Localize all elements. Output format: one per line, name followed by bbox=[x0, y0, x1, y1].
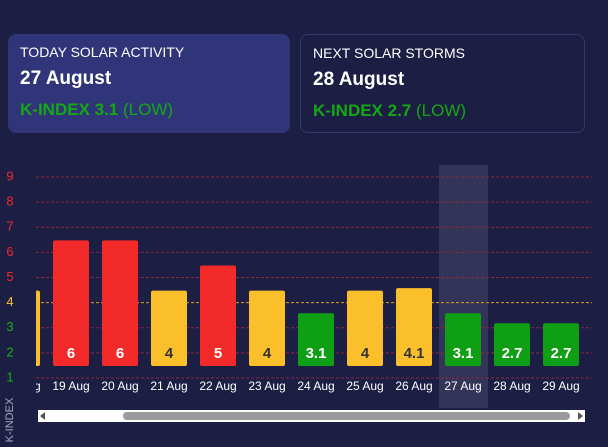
bar bbox=[200, 265, 236, 366]
card-date: 28 August bbox=[313, 69, 405, 90]
bar-value-label: 4 bbox=[18, 345, 27, 362]
x-tick-label: 29 Aug bbox=[542, 379, 579, 393]
card-date: 27 August bbox=[20, 68, 112, 89]
y-tick-label: 5 bbox=[6, 269, 13, 284]
scroll-right[interactable] bbox=[578, 412, 583, 420]
bar-value-label: 2.7 bbox=[502, 345, 523, 362]
y-tick-label: 8 bbox=[6, 194, 13, 209]
bar bbox=[396, 288, 432, 366]
card-label: TODAY SOLAR ACTIVITY bbox=[20, 44, 185, 60]
y-tick-label: 2 bbox=[6, 344, 13, 359]
x-tick-label: 22 Aug bbox=[199, 379, 236, 393]
x-tick-label: 19 Aug bbox=[52, 379, 89, 393]
bar-value-label: 4.1 bbox=[404, 345, 425, 362]
index-value: K-INDEX 2.7 bbox=[313, 101, 412, 120]
x-tick-label: 21 Aug bbox=[150, 379, 187, 393]
bar-value-label: 3.1 bbox=[306, 345, 327, 362]
y-tick-label: 6 bbox=[6, 244, 13, 259]
highlight-column bbox=[439, 165, 488, 408]
bar-value-label: 4 bbox=[263, 345, 272, 362]
scrollbar-thumb[interactable] bbox=[123, 412, 570, 420]
y-tick-label: 4 bbox=[6, 294, 13, 309]
x-tick-label: 20 Aug bbox=[101, 379, 138, 393]
next-card: NEXT SOLAR STORMS 28 August K-INDEX 2.7 … bbox=[300, 34, 585, 133]
bar-value-label: 6 bbox=[116, 345, 124, 362]
index-level: (LOW) bbox=[415, 101, 467, 120]
x-tick-label: 28 Aug bbox=[493, 379, 530, 393]
bar bbox=[494, 323, 530, 366]
bar bbox=[36, 290, 40, 366]
y-tick-label: 9 bbox=[6, 168, 13, 183]
x-tick-label: 23 Aug bbox=[248, 379, 285, 393]
x-tick-label: 24 Aug bbox=[297, 379, 334, 393]
x-tick-label: 26 Aug bbox=[395, 379, 432, 393]
y-axis-title: K-INDEX bbox=[4, 397, 16, 442]
y-tick-label: 7 bbox=[6, 219, 13, 234]
bar-value-label: 6 bbox=[67, 345, 75, 362]
bar-value-label: 4 bbox=[165, 345, 174, 362]
today-card: TODAY SOLAR ACTIVITY 27 August K-INDEX 3… bbox=[8, 34, 290, 133]
scroll-left[interactable] bbox=[40, 412, 45, 420]
bar bbox=[249, 290, 285, 366]
bar-value-label: 4 bbox=[361, 345, 370, 362]
card-index: K-INDEX 3.1 (LOW) bbox=[20, 100, 278, 120]
index-level: (LOW) bbox=[122, 100, 174, 119]
index-value: K-INDEX 3.1 bbox=[20, 100, 119, 119]
x-tick-label: 18 Aug bbox=[3, 379, 40, 393]
bar bbox=[543, 323, 579, 366]
bar bbox=[151, 290, 187, 366]
bar-value-label: 5 bbox=[214, 345, 222, 362]
card-index: K-INDEX 2.7 (LOW) bbox=[313, 101, 572, 121]
y-tick-label: 3 bbox=[6, 319, 13, 334]
plot-area: 4 18 Aug 6 19 Aug 6 20 Aug 4 21 Aug 5 22 Aug 4 23 A… bbox=[3, 165, 592, 408]
x-tick-label: 25 Aug bbox=[346, 379, 383, 393]
bar bbox=[102, 240, 138, 366]
bar bbox=[347, 290, 383, 366]
bar bbox=[298, 313, 334, 366]
bar bbox=[53, 240, 89, 366]
y-tick-label: 1 bbox=[6, 369, 13, 384]
bar bbox=[445, 313, 481, 366]
bar-value-label: 3.1 bbox=[453, 345, 474, 362]
x-tick-label: 27 Aug bbox=[444, 379, 481, 393]
bar-value-label: 2.7 bbox=[551, 345, 572, 362]
card-label: NEXT SOLAR STORMS bbox=[313, 45, 465, 61]
